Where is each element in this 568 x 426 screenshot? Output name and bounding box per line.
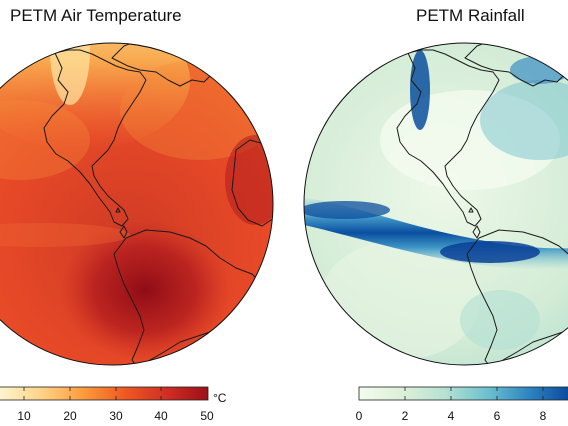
temperature-tick-label: 40 (154, 409, 168, 423)
rainfall-tick-label: 2 (401, 409, 409, 423)
temperature-globe (0, 42, 274, 366)
rainfall-tick-label: 8 (539, 409, 547, 423)
temperature-tick-label: 20 (63, 409, 77, 423)
temperature-tick-label: 30 (109, 409, 123, 423)
temperature-colorbar (0, 386, 209, 401)
temperature-unit-label: °C (213, 391, 227, 405)
temperature-tick-label: 10 (17, 409, 31, 423)
panel-title-temperature: PETM Air Temperature (10, 6, 182, 25)
rainfall-tick-label: 0 (355, 409, 363, 423)
rainfall-colorbar (358, 386, 568, 401)
temperature-tick-label: 50 (200, 409, 214, 423)
panel-title-rainfall: PETM Rainfall (416, 6, 525, 25)
rainfall-tick-label: 4 (447, 409, 455, 423)
rainfall-globe (303, 42, 568, 366)
rainfall-tick-label: 6 (493, 409, 501, 423)
